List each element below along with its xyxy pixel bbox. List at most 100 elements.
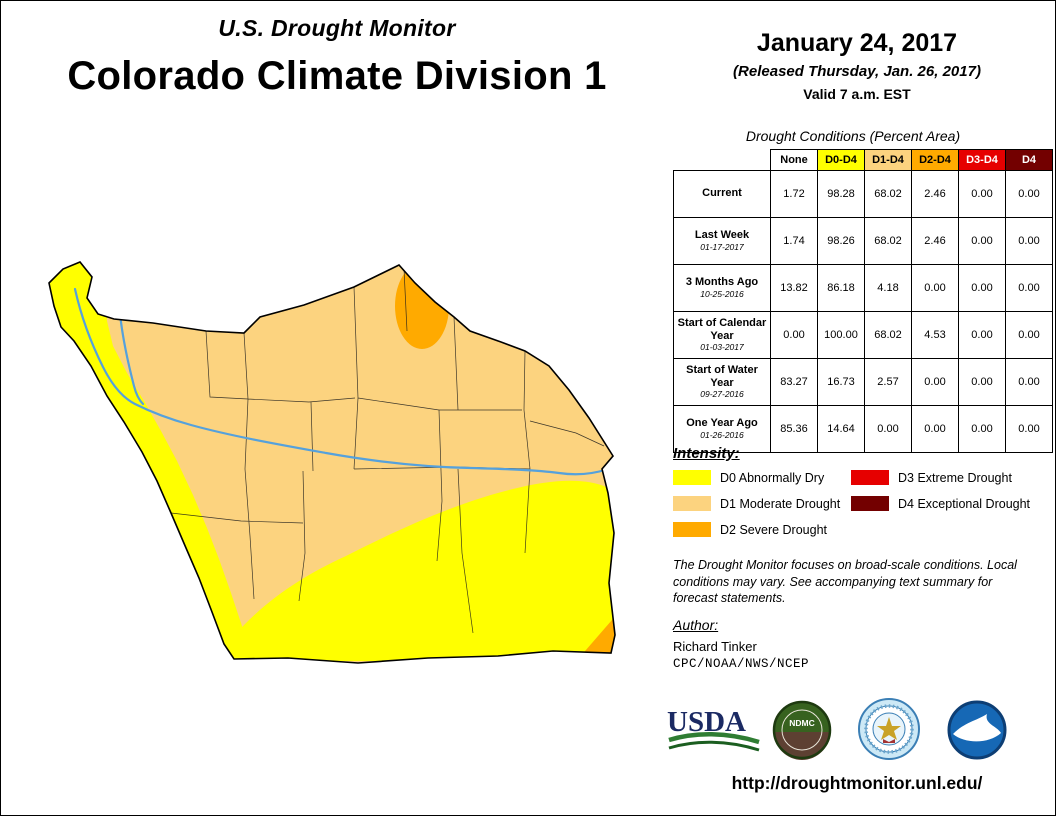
row-label: One Year Ago 01-26-2016 [673,405,771,453]
value-cell: 0.00 [1005,358,1053,406]
d3-color-swatch [851,470,889,485]
table-row-one-year-ago: One Year Ago 01-26-2016 85.36 14.64 0.00… [673,405,1053,453]
legend-title: Intensity: [673,445,740,462]
column-header-d3d4: D3-D4 [958,149,1006,171]
legend-label: D3 Extreme Drought [898,470,1012,485]
value-cell: 0.00 [958,358,1006,406]
value-cell: 13.82 [770,264,818,312]
legend-item-d4: D4 Exceptional Drought [851,496,1030,511]
value-cell: 16.73 [817,358,865,406]
row-label-text: One Year Ago [686,417,758,430]
legend-label: D1 Moderate Drought [720,496,841,511]
d0-region-south [216,480,615,661]
legend-label: D4 Exceptional Drought [898,496,1031,511]
row-label: Last Week 01-17-2017 [673,217,771,265]
value-cell: 4.53 [911,311,959,359]
valid-time: Valid 7 a.m. EST [803,86,911,102]
ndmc-ring [772,700,832,760]
legend-label: D0 Abnormally Dry [720,470,825,485]
table-row-3-months-ago: 3 Months Ago 10-25-2016 13.82 86.18 4.18… [673,264,1053,312]
report-title: U.S. Drought Monitor [218,15,456,41]
author-organization: CPC/NOAA/NWS/NCEP [673,657,810,671]
value-cell: 0.00 [958,170,1006,218]
d2-color-swatch [673,522,711,537]
d0-color-swatch [673,470,711,485]
release-date: (Released Thursday, Jan. 26, 2017) [733,63,981,80]
value-cell: 86.18 [817,264,865,312]
seal-shield [883,739,895,743]
author-name: Richard Tinker [673,639,757,654]
table-header-row: None D0-D4 D1-D4 D2-D4 D3-D4 D4 [673,149,1053,171]
column-header-d0d4: D0-D4 [817,149,865,171]
row-label: Current [673,170,771,218]
table-caption: Drought Conditions (Percent Area) [745,128,961,144]
table-row-start-water-year: Start of Water Year 09-27-2016 83.27 16.… [673,358,1053,406]
value-cell: 14.64 [817,405,865,453]
table-row-start-calendar-year: Start of Calendar Year 01-03-2017 0.00 1… [673,311,1053,359]
ndmc-lower-half [774,732,830,760]
value-cell: 85.36 [770,405,818,453]
value-cell: 2.46 [911,170,959,218]
table-corner-cell [673,149,771,171]
title-block: U.S. Drought Monitor Colorado Climate Di… [1,15,673,99]
row-label-date: 01-03-2017 [700,342,744,353]
legend-item-d2: D2 Severe Drought [673,522,827,537]
legend-label: D2 Severe Drought [720,522,828,537]
value-cell: 0.00 [1005,217,1053,265]
column-header-d4: D4 [1005,149,1053,171]
d1-color-swatch [673,496,711,511]
seal-text-ring [864,704,914,754]
row-label-text: Last Week [694,229,750,242]
value-cell: 0.00 [770,311,818,359]
value-cell: 4.18 [864,264,912,312]
legend-item-d1: D1 Moderate Drought [673,496,840,511]
river-line [73,287,610,476]
page-title: Colorado Climate Division 1 [67,54,607,98]
value-cell: 0.00 [864,405,912,453]
footer-url: http://droughtmonitor.unl.edu/ [731,773,983,793]
legend-item-d3: D3 Extreme Drought [851,470,1012,485]
ndmc-logo: NDMC [772,700,832,760]
value-cell: 98.26 [817,217,865,265]
legend-item-d0: D0 Abnormally Dry [673,470,824,485]
table-row-current: Current 1.72 98.28 68.02 2.46 0.00 0.00 [673,170,1053,218]
d2-region-southeast [579,613,615,658]
division-outline [48,261,616,664]
noaa-logo [947,700,1007,760]
value-cell: 0.00 [958,217,1006,265]
value-cell: 0.00 [1005,264,1053,312]
value-cell: 68.02 [864,170,912,218]
date-block: January 24, 2017 (Released Thursday, Jan… [677,29,1037,102]
value-cell: 0.00 [1005,170,1053,218]
value-cell: 1.72 [770,170,818,218]
value-cell: 2.46 [911,217,959,265]
report-date: January 24, 2017 [756,29,958,57]
noaa-bird [953,714,1001,742]
value-cell: 2.57 [864,358,912,406]
value-cell: 0.00 [958,405,1006,453]
row-label-date: 01-17-2017 [700,241,744,252]
usda-swoosh [668,732,760,745]
value-cell: 0.00 [911,264,959,312]
column-header-none: None [770,149,818,171]
value-cell: 0.00 [1005,311,1053,359]
value-cell: 0.00 [1005,405,1053,453]
table-row-last-week: Last Week 01-17-2017 1.74 98.26 68.02 2.… [673,217,1053,265]
value-cell: 68.02 [864,217,912,265]
author-heading: Author: [673,617,719,633]
value-cell: 83.27 [770,358,818,406]
usda-swoosh-2 [668,740,760,752]
row-label: Start of Water Year 09-27-2016 [673,358,771,406]
row-label-date: 09-27-2016 [700,389,744,400]
seal-eagle-emblem [877,717,901,740]
row-label-text: 3 Months Ago [685,276,759,289]
value-cell: 0.00 [958,311,1006,359]
ndmc-logo-text: NDMC [789,718,815,728]
colorado-division-map [48,261,616,664]
value-cell: 98.28 [817,170,865,218]
row-label-text: Current [702,187,742,200]
value-cell: 0.00 [911,405,959,453]
commerce-seal-logo [858,698,920,760]
value-cell: 100.00 [817,311,865,359]
ndmc-inner-ring [781,709,823,751]
